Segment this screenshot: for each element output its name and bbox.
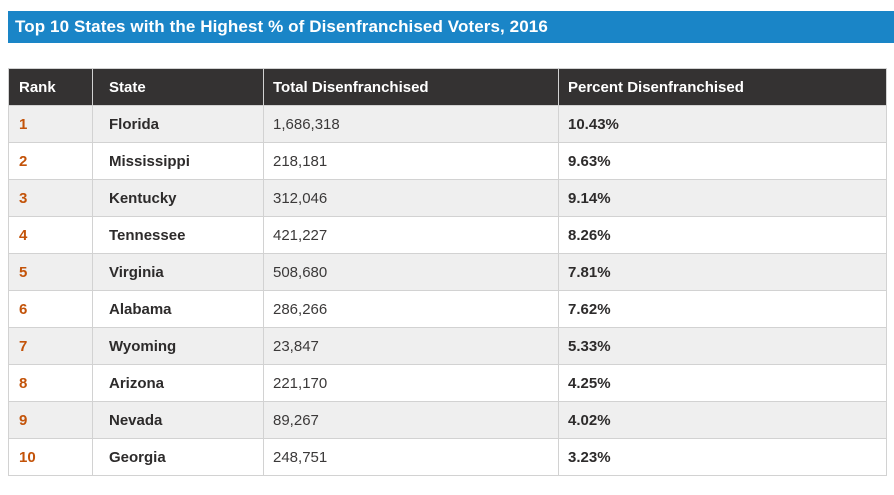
total-cell: 421,227 <box>263 216 559 254</box>
column-header-percent-disenfranchised: Percent Disenfranchised <box>558 68 887 106</box>
state-cell: Nevada <box>92 401 264 439</box>
table-row: 4 Tennessee 421,227 8.26% <box>8 216 887 254</box>
percent-cell: 9.14% <box>558 179 887 217</box>
state-cell: Florida <box>92 105 264 143</box>
table-row: 9 Nevada 89,267 4.02% <box>8 401 887 439</box>
table-body: 1 Florida 1,686,318 10.43% 2 Mississippi 218,1… <box>8 105 887 476</box>
rank-cell: 1 <box>8 105 93 143</box>
total-cell: 286,266 <box>263 290 559 328</box>
table-row: 1 Florida 1,686,318 10.43% <box>8 105 887 143</box>
title-bar: Top 10 States with the Highest % of Dise… <box>8 11 894 43</box>
percent-cell: 3.23% <box>558 438 887 476</box>
table-header-row: Rank State Total Disenfranchised Percent… <box>8 68 887 106</box>
column-header-total-disenfranchised: Total Disenfranchised <box>263 68 559 106</box>
state-cell: Kentucky <box>92 179 264 217</box>
total-cell: 89,267 <box>263 401 559 439</box>
rank-cell: 10 <box>8 438 93 476</box>
table-header: Rank State Total Disenfranchised Percent… <box>8 68 887 106</box>
rank-cell: 4 <box>8 216 93 254</box>
rank-cell: 6 <box>8 290 93 328</box>
disenfranchised-voters-table: Rank State Total Disenfranchised Percent… <box>8 68 887 476</box>
rank-cell: 7 <box>8 327 93 365</box>
percent-cell: 8.26% <box>558 216 887 254</box>
column-header-state: State <box>92 68 264 106</box>
state-cell: Arizona <box>92 364 264 402</box>
state-cell: Tennessee <box>92 216 264 254</box>
total-cell: 312,046 <box>263 179 559 217</box>
percent-cell: 4.25% <box>558 364 887 402</box>
table-row: 2 Mississippi 218,181 9.63% <box>8 142 887 180</box>
state-cell: Mississippi <box>92 142 264 180</box>
total-cell: 1,686,318 <box>263 105 559 143</box>
rank-cell: 8 <box>8 364 93 402</box>
table-row: 6 Alabama 286,266 7.62% <box>8 290 887 328</box>
rank-cell: 3 <box>8 179 93 217</box>
rank-cell: 9 <box>8 401 93 439</box>
table-row: 7 Wyoming 23,847 5.33% <box>8 327 887 365</box>
page-title: Top 10 States with the Highest % of Dise… <box>15 17 548 36</box>
total-cell: 23,847 <box>263 327 559 365</box>
table-row: 10 Georgia 248,751 3.23% <box>8 438 887 476</box>
percent-cell: 10.43% <box>558 105 887 143</box>
total-cell: 248,751 <box>263 438 559 476</box>
percent-cell: 9.63% <box>558 142 887 180</box>
rank-cell: 5 <box>8 253 93 291</box>
rank-cell: 2 <box>8 142 93 180</box>
percent-cell: 5.33% <box>558 327 887 365</box>
state-cell: Virginia <box>92 253 264 291</box>
total-cell: 218,181 <box>263 142 559 180</box>
table-row: 3 Kentucky 312,046 9.14% <box>8 179 887 217</box>
state-cell: Wyoming <box>92 327 264 365</box>
table-row: 5 Virginia 508,680 7.81% <box>8 253 887 291</box>
percent-cell: 7.81% <box>558 253 887 291</box>
table-row: 8 Arizona 221,170 4.25% <box>8 364 887 402</box>
total-cell: 221,170 <box>263 364 559 402</box>
percent-cell: 4.02% <box>558 401 887 439</box>
column-header-rank: Rank <box>8 68 93 106</box>
state-cell: Alabama <box>92 290 264 328</box>
state-cell: Georgia <box>92 438 264 476</box>
percent-cell: 7.62% <box>558 290 887 328</box>
total-cell: 508,680 <box>263 253 559 291</box>
